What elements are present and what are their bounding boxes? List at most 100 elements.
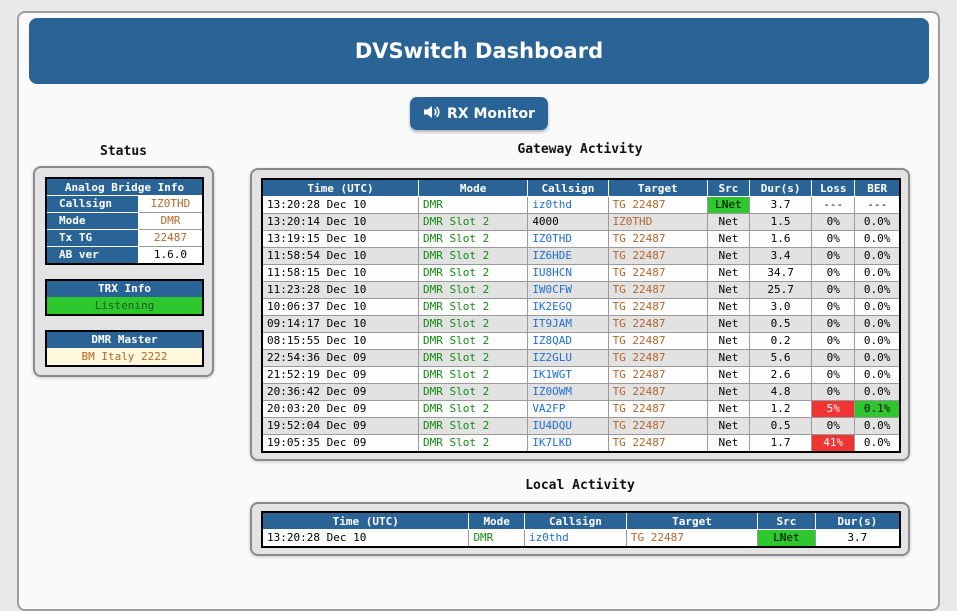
duration-cell: 5.6 xyxy=(748,349,813,367)
duration-cell: 1.2 xyxy=(748,400,813,418)
column-header[interactable]: Callsign xyxy=(527,178,609,197)
callsign-cell[interactable]: IK2EGQ xyxy=(527,298,609,316)
table-row: 13:20:28 Dec 10 DMR iz0thd TG 22487 LNet 3.7 xyxy=(261,529,901,548)
column-header[interactable]: Src xyxy=(706,178,750,197)
ber-cell: 0.0% xyxy=(854,434,901,453)
src-cell: Net xyxy=(706,434,750,453)
callsign-cell[interactable]: IU4DQU xyxy=(527,417,609,435)
callsign-cell[interactable]: IU8HCN xyxy=(527,264,609,282)
loss-cell: 0% xyxy=(811,247,856,265)
callsign-cell[interactable]: IK1WGT xyxy=(527,366,609,384)
mode-cell: DMR Slot 2 xyxy=(417,264,529,282)
table-row: 19:05:35 Dec 09 DMR Slot 2 IK7LKD TG 22487 N… xyxy=(261,434,901,453)
target-cell: TG 22487 xyxy=(607,366,708,384)
mode-cell: DMR Slot 2 xyxy=(417,400,529,418)
mode-cell: DMR Slot 2 xyxy=(417,417,529,435)
duration-cell: 0.5 xyxy=(748,315,813,333)
callsign-cell[interactable]: IZ0THD xyxy=(527,230,609,248)
mode-cell: DMR Slot 2 xyxy=(417,247,529,265)
analog-bridge-key: AB ver xyxy=(45,246,139,265)
src-cell: Net xyxy=(706,332,750,350)
duration-cell: 1.5 xyxy=(748,213,813,231)
callsign-cell[interactable]: IZ6HDE xyxy=(527,247,609,265)
column-header[interactable]: Time (UTC) xyxy=(261,511,470,530)
table-row: 13:19:15 Dec 10 DMR Slot 2 IZ0THD TG 22487 N… xyxy=(261,230,901,248)
loss-cell: 5% xyxy=(811,400,856,418)
target-cell: TG 22487 xyxy=(607,349,708,367)
time-cell: 13:19:15 Dec 10 xyxy=(261,230,419,248)
column-header[interactable]: Mode xyxy=(417,178,529,197)
analog-bridge-key: Callsign xyxy=(45,195,139,213)
src-cell: Net xyxy=(706,298,750,316)
time-cell: 11:23:28 Dec 10 xyxy=(261,281,419,299)
duration-cell: 1.6 xyxy=(748,230,813,248)
callsign-cell[interactable]: IK7LKD xyxy=(527,434,609,453)
time-cell: 09:14:17 Dec 10 xyxy=(261,315,419,333)
column-header[interactable]: Loss xyxy=(811,178,856,197)
callsign-cell[interactable]: 4000 xyxy=(527,213,609,231)
ber-cell: --- xyxy=(854,196,901,214)
duration-cell: 25.7 xyxy=(748,281,813,299)
time-cell: 13:20:28 Dec 10 xyxy=(261,529,470,548)
column-header[interactable]: Dur(s) xyxy=(748,178,813,197)
rx-monitor-button[interactable]: RX Monitor xyxy=(410,97,548,130)
loss-cell: 0% xyxy=(811,230,856,248)
loss-cell: 0% xyxy=(811,417,856,435)
callsign-cell[interactable]: iz0thd xyxy=(523,529,627,548)
column-header[interactable]: Target xyxy=(607,178,708,197)
mode-cell: DMR xyxy=(417,196,529,214)
callsign-cell[interactable]: iz0thd xyxy=(527,196,609,214)
column-header[interactable]: Dur(s) xyxy=(814,511,901,530)
mode-cell: DMR Slot 2 xyxy=(417,315,529,333)
duration-cell: 3.7 xyxy=(814,529,901,548)
mode-cell: DMR Slot 2 xyxy=(417,366,529,384)
time-cell: 19:52:04 Dec 09 xyxy=(261,417,419,435)
analog-bridge-value: 22487 xyxy=(137,229,204,247)
callsign-cell[interactable]: VA2FP xyxy=(527,400,609,418)
target-cell: TG 22487 xyxy=(607,383,708,401)
page-title: DVSwitch Dashboard xyxy=(29,18,929,84)
analog-bridge-key: Tx TG xyxy=(45,229,139,247)
column-header[interactable]: Mode xyxy=(468,511,525,530)
column-header[interactable]: BER xyxy=(854,178,901,197)
callsign-cell[interactable]: IW0CFW xyxy=(527,281,609,299)
duration-cell: 1.7 xyxy=(748,434,813,453)
loss-cell: --- xyxy=(811,196,856,214)
analog-bridge-row: AB ver 1.6.0 xyxy=(45,246,204,265)
duration-cell: 3.7 xyxy=(748,196,813,214)
table-row: 10:06:37 Dec 10 DMR Slot 2 IK2EGQ TG 22487 N… xyxy=(261,298,901,316)
callsign-cell[interactable]: IZ2GLU xyxy=(527,349,609,367)
ber-cell: 0.0% xyxy=(854,332,901,350)
time-cell: 13:20:14 Dec 10 xyxy=(261,213,419,231)
target-cell: TG 22487 xyxy=(607,332,708,350)
local-activity-table: Time (UTC) Mode Callsign Target Src Dur(s) 13… xyxy=(261,511,901,548)
table-row: 11:58:15 Dec 10 DMR Slot 2 IU8HCN TG 22487 N… xyxy=(261,264,901,282)
ber-cell: 0.0% xyxy=(854,264,901,282)
loss-cell: 0% xyxy=(811,213,856,231)
duration-cell: 0.5 xyxy=(748,417,813,435)
time-cell: 13:20:28 Dec 10 xyxy=(261,196,419,214)
src-cell: LNet xyxy=(757,529,816,548)
table-row: 13:20:28 Dec 10 DMR iz0thd TG 22487 LNet 3.7-… xyxy=(261,196,901,214)
gateway-activity-heading: Gateway Activity xyxy=(517,142,643,157)
column-header[interactable]: Src xyxy=(757,511,816,530)
target-cell: TG 22487 xyxy=(607,298,708,316)
analog-bridge-row: Callsign IZ0THD xyxy=(45,195,204,213)
column-header[interactable]: Target xyxy=(625,511,759,530)
callsign-cell[interactable]: IT9JAM xyxy=(527,315,609,333)
callsign-cell[interactable]: IZ0OWM xyxy=(527,383,609,401)
trx-info-header: TRX Info xyxy=(47,281,202,297)
time-cell: 11:58:15 Dec 10 xyxy=(261,264,419,282)
column-header[interactable]: Time (UTC) xyxy=(261,178,419,197)
column-header[interactable]: Callsign xyxy=(523,511,627,530)
trx-status-value: Listening xyxy=(47,297,202,314)
duration-cell: 2.6 xyxy=(748,366,813,384)
gateway-activity-panel: Time (UTC) Mode Callsign Target Src Dur(s) Los… xyxy=(250,168,910,461)
src-cell: Net xyxy=(706,366,750,384)
time-cell: 20:36:42 Dec 09 xyxy=(261,383,419,401)
duration-cell: 4.8 xyxy=(748,383,813,401)
status-heading: Status xyxy=(100,144,147,159)
analog-bridge-row: Tx TG 22487 xyxy=(45,229,204,247)
loss-cell: 41% xyxy=(811,434,856,453)
callsign-cell[interactable]: IZ8QAD xyxy=(527,332,609,350)
